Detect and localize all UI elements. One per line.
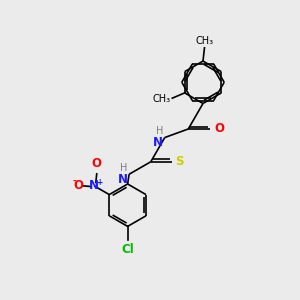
Text: H: H — [156, 126, 163, 136]
Text: N: N — [153, 136, 163, 149]
Text: H: H — [120, 163, 128, 173]
Text: +: + — [96, 178, 103, 188]
Text: O: O — [74, 179, 84, 192]
Text: O: O — [214, 122, 224, 136]
Text: N: N — [89, 179, 99, 192]
Text: CH₃: CH₃ — [152, 94, 170, 104]
Text: CH₃: CH₃ — [195, 36, 214, 46]
Text: Cl: Cl — [121, 243, 134, 256]
Text: -: - — [73, 177, 76, 186]
Text: O: O — [92, 157, 102, 170]
Text: N: N — [118, 173, 128, 186]
Text: S: S — [176, 155, 184, 168]
